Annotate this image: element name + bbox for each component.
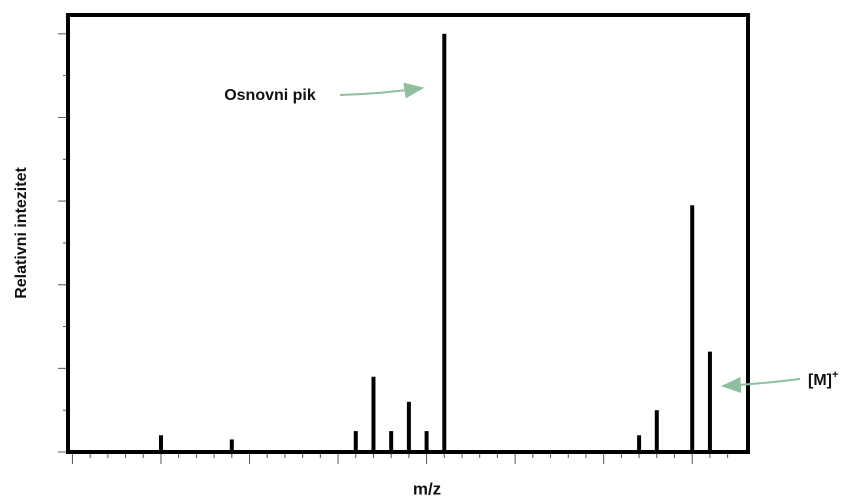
peak [406, 401, 411, 452]
peak [424, 431, 429, 452]
x-axis-label: m/z [413, 479, 441, 498]
peak [442, 33, 447, 453]
annotation-text: [M] [808, 372, 832, 389]
annotation: Osnovni pik [224, 87, 316, 104]
y-axis-label: Relativni intezitet [13, 167, 30, 299]
peak [637, 435, 642, 452]
peak [158, 435, 163, 452]
peak [353, 431, 358, 452]
peak [389, 431, 394, 452]
peak [690, 205, 695, 452]
plot-frame [66, 13, 750, 454]
annotation-superscript: + [832, 369, 838, 381]
peak [707, 351, 712, 452]
annotation-arrow [339, 82, 425, 99]
annotation-arrow [720, 377, 801, 394]
peak [229, 439, 234, 452]
peak [371, 376, 376, 452]
peak [654, 410, 659, 452]
annotation: [M]+ [808, 369, 838, 389]
